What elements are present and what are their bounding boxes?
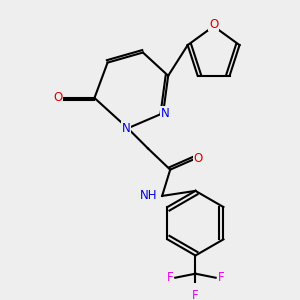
Text: F: F <box>192 290 199 300</box>
Text: F: F <box>218 271 224 284</box>
Text: NH: NH <box>140 189 157 203</box>
Text: F: F <box>167 271 173 284</box>
Text: N: N <box>122 122 130 135</box>
Text: N: N <box>148 189 157 203</box>
Text: O: O <box>53 92 63 104</box>
Text: N: N <box>161 106 170 120</box>
Text: O: O <box>209 18 218 31</box>
Text: O: O <box>194 152 203 165</box>
